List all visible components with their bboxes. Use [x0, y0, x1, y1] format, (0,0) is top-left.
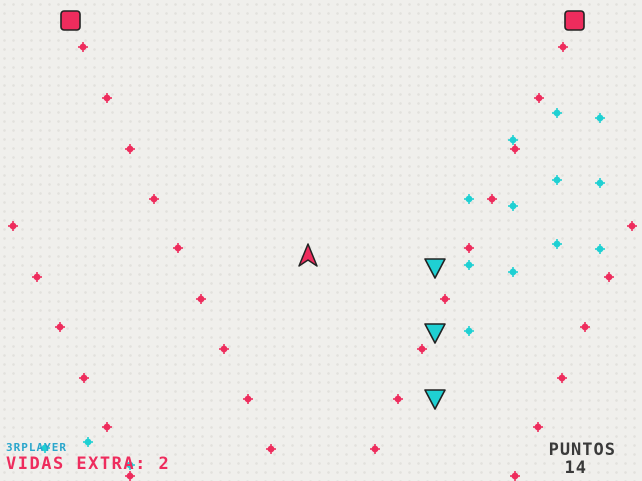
red-bullet: [102, 422, 112, 432]
cyan-bullet: [464, 260, 474, 270]
cyan-bullet: [508, 201, 518, 211]
red-bullet: [173, 243, 183, 253]
cyan-triangle-ship-icon: [424, 389, 446, 410]
red-bullet: [78, 42, 88, 52]
red-bullet: [102, 93, 112, 103]
cyan-bullet: [595, 244, 605, 254]
cyan-bullet: [464, 194, 474, 204]
red-bullet: [604, 272, 614, 282]
red-square-turret-icon: [60, 10, 81, 31]
red-bullet: [79, 373, 89, 383]
red-bullet: [510, 471, 520, 481]
cyan-bullet: [595, 113, 605, 123]
cyan-bullet: [595, 178, 605, 188]
red-square-turret-icon: [564, 10, 585, 31]
red-bullet: [55, 322, 65, 332]
extra-lives-label: VIDAS EXTRA: 2: [6, 454, 171, 474]
red-bullet-layer: [8, 42, 637, 481]
cyan-bullet: [552, 108, 562, 118]
cyan-bullet: [552, 175, 562, 185]
red-bullet: [440, 294, 450, 304]
cyan-bullet: [464, 326, 474, 336]
player-ship-icon: [298, 243, 318, 267]
red-bullet: [417, 344, 427, 354]
red-bullet: [125, 144, 135, 154]
cyan-bullet: [508, 135, 518, 145]
cyan-bullet: [508, 267, 518, 277]
red-bullet: [627, 221, 637, 231]
cyan-bullet: [125, 460, 135, 470]
red-bullet: [32, 272, 42, 282]
red-bullet: [266, 444, 276, 454]
score-label: PUNTOS: [548, 440, 616, 460]
red-bullet: [149, 194, 159, 204]
red-bullet: [243, 394, 253, 404]
red-bullet: [393, 394, 403, 404]
red-bullet: [557, 373, 567, 383]
cyan-bullet-layer: [40, 108, 605, 470]
red-bullet: [125, 471, 135, 481]
cyan-triangle-ship-icon: [424, 323, 446, 344]
red-bullet: [533, 422, 543, 432]
cyan-bullet: [552, 239, 562, 249]
score-value: 14: [564, 458, 587, 478]
red-bullet: [510, 144, 520, 154]
cyan-bullet: [40, 443, 50, 453]
red-bullet: [8, 221, 18, 231]
red-bullet: [196, 294, 206, 304]
red-bullet: [580, 322, 590, 332]
red-bullet: [487, 194, 497, 204]
red-bullet: [370, 444, 380, 454]
red-bullet: [534, 93, 544, 103]
red-bullet: [558, 42, 568, 52]
red-bullet: [219, 344, 229, 354]
cyan-triangle-ship-icon: [424, 258, 446, 279]
cyan-bullet: [83, 437, 93, 447]
red-bullet: [464, 243, 474, 253]
brand-label: 3RPLAYER: [6, 441, 67, 454]
